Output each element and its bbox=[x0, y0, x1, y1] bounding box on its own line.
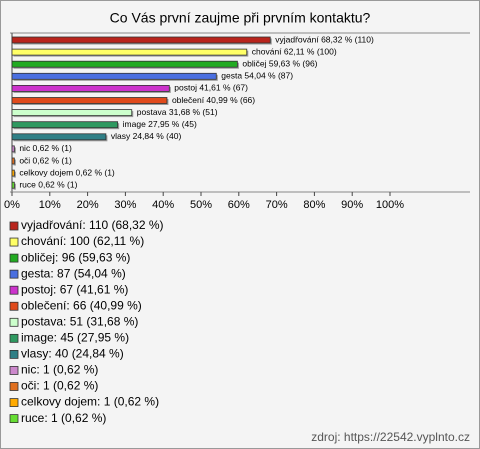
legend-label: postava: 51 (31,68 %) bbox=[21, 314, 138, 328]
bar bbox=[11, 85, 170, 92]
legend-swatch bbox=[9, 221, 19, 231]
x-tick-label: 20% bbox=[77, 199, 99, 211]
bar bbox=[11, 36, 271, 44]
x-tick-label: 30% bbox=[114, 199, 136, 211]
bar bbox=[11, 181, 15, 189]
legend-label: celkovy dojem: 1 (0,62 %) bbox=[21, 395, 159, 409]
x-tick-label: 60% bbox=[228, 199, 250, 211]
legend-swatch bbox=[9, 301, 19, 311]
source: zdroj: https://22542.vyplnto.cz bbox=[311, 430, 470, 444]
legend-swatch bbox=[9, 382, 19, 391]
chart-title: Co Vás první zaujme při prvním kontaktu? bbox=[110, 10, 371, 26]
legend-swatch bbox=[9, 366, 19, 375]
legend-label: gesta: 87 (54,04 %) bbox=[21, 266, 126, 280]
bar bbox=[11, 48, 248, 56]
bar bbox=[11, 145, 15, 153]
data-label: postoj 41,61 % (67) bbox=[174, 83, 248, 93]
x-tick-label: 10% bbox=[39, 199, 61, 211]
x-tick-label: 50% bbox=[190, 199, 212, 211]
legend-label: ruce: 1 (0,62 %) bbox=[21, 411, 106, 425]
legend-swatch bbox=[9, 398, 19, 407]
legend-label: postoj: 67 (41,61 %) bbox=[21, 282, 128, 296]
legend-label: chování: 100 (62,11 %) bbox=[21, 234, 144, 248]
bar bbox=[11, 121, 119, 129]
legend-swatch bbox=[9, 317, 19, 327]
data-label: image 27,95 % (45) bbox=[123, 119, 197, 129]
legend-label: obličej: 96 (59,63 %) bbox=[21, 250, 130, 264]
data-label: ruce 0,62 % (1) bbox=[19, 179, 77, 189]
bar bbox=[11, 72, 217, 80]
bar bbox=[11, 109, 133, 116]
x-tick-label: 0% bbox=[4, 199, 20, 211]
data-label: gesta 54,04 % (87) bbox=[221, 71, 293, 81]
bar bbox=[11, 133, 107, 141]
data-label: postava 31,68 % (51) bbox=[137, 107, 218, 117]
bar bbox=[11, 60, 238, 68]
data-label: nic 0,62 % (1) bbox=[19, 143, 72, 153]
data-label: celkovy dojem 0,62 % (1) bbox=[19, 167, 115, 177]
x-tick-label: 80% bbox=[303, 199, 325, 211]
legend-swatch bbox=[9, 269, 19, 279]
legend-label: oči: 1 (0,62 %) bbox=[21, 379, 98, 393]
legend-swatch bbox=[9, 333, 19, 343]
legend-label: nic: 1 (0,62 %) bbox=[21, 363, 98, 377]
data-label: chování 62,11 % (100) bbox=[252, 46, 337, 56]
legend-swatch bbox=[9, 414, 19, 424]
data-label: obličej 59,63 % (96) bbox=[242, 58, 317, 68]
legend-label: image: 45 (27,95 %) bbox=[21, 331, 129, 345]
x-tick-label: 90% bbox=[341, 199, 363, 211]
x-tick-label: 100% bbox=[376, 199, 404, 211]
data-label: vlasy 24,84 % (40) bbox=[111, 131, 182, 141]
x-tick-label: 70% bbox=[266, 199, 288, 211]
bar bbox=[11, 97, 168, 104]
bar bbox=[11, 157, 15, 165]
data-label: oči 0,62 % (1) bbox=[19, 155, 72, 165]
data-label: vyjadřování 68,32 % (110) bbox=[275, 34, 374, 44]
legend-swatch bbox=[9, 349, 19, 359]
legend-swatch bbox=[9, 237, 19, 247]
x-tick-label: 40% bbox=[152, 199, 174, 211]
bar bbox=[11, 169, 15, 177]
legend-label: oblečení: 66 (40,99 %) bbox=[21, 298, 142, 312]
data-label: oblečení 40,99 % (66) bbox=[172, 95, 255, 105]
legend-swatch bbox=[9, 253, 19, 263]
legend-label: vyjadřování: 110 (68,32 %) bbox=[21, 218, 164, 232]
legend-swatch bbox=[9, 285, 19, 295]
legend-label: vlasy: 40 (24,84 %) bbox=[21, 347, 124, 361]
